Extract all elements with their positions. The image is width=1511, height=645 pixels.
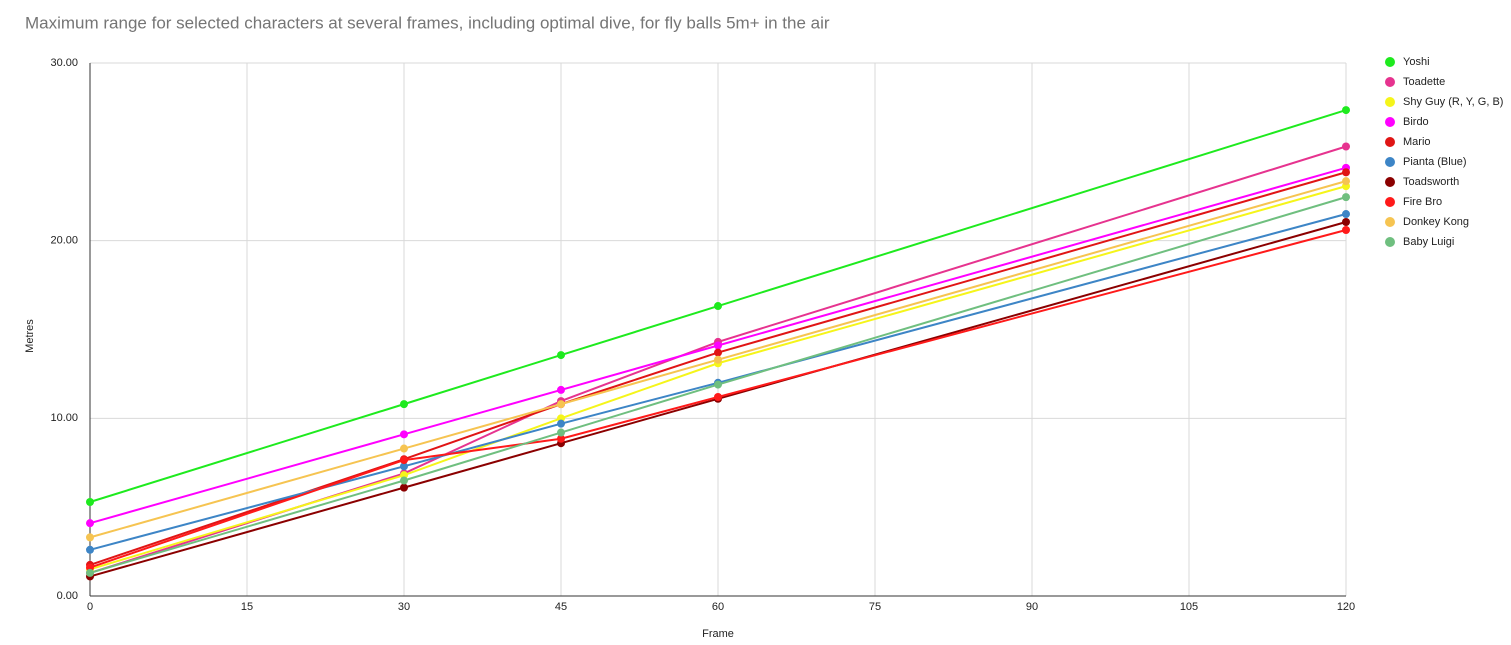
data-point <box>400 430 408 439</box>
y-tick-label: 20.00 <box>50 235 78 247</box>
x-tick-label: 45 <box>555 601 567 613</box>
legend-marker <box>1385 117 1395 127</box>
y-tick-label: 0.00 <box>57 590 78 602</box>
x-tick-label: 30 <box>398 601 410 613</box>
data-point <box>714 380 722 389</box>
data-point <box>1342 168 1350 177</box>
legend-marker <box>1385 237 1395 247</box>
data-point <box>86 498 94 507</box>
legend-marker <box>1385 137 1395 147</box>
data-point <box>86 545 94 554</box>
data-point <box>400 400 408 409</box>
data-point <box>557 400 565 409</box>
data-point <box>557 419 565 428</box>
data-point <box>714 355 722 364</box>
chart-title: Maximum range for selected characters at… <box>25 13 830 32</box>
data-point <box>86 519 94 528</box>
data-point <box>714 348 722 357</box>
x-tick-label: 105 <box>1180 601 1198 613</box>
data-point <box>714 393 722 402</box>
legend-label: Mario <box>1403 136 1431 148</box>
legend-label: Birdo <box>1403 116 1429 128</box>
data-point <box>400 444 408 453</box>
data-point <box>1342 106 1350 115</box>
legend-marker <box>1385 197 1395 207</box>
legend-marker <box>1385 157 1395 167</box>
data-point <box>86 533 94 542</box>
data-point <box>557 434 565 443</box>
data-point <box>1342 218 1350 227</box>
data-point <box>400 483 408 492</box>
data-point <box>1342 210 1350 219</box>
x-tick-label: 90 <box>1026 601 1038 613</box>
data-point <box>557 428 565 437</box>
legend-marker <box>1385 77 1395 87</box>
legend-label: Pianta (Blue) <box>1403 156 1467 168</box>
legend-label: Donkey Kong <box>1403 216 1469 228</box>
data-point <box>400 476 408 485</box>
x-tick-label: 0 <box>87 601 93 613</box>
data-point <box>1342 193 1350 202</box>
x-axis-label: Frame <box>702 628 734 640</box>
legend-marker <box>1385 57 1395 67</box>
y-axis-label: Metres <box>24 319 36 353</box>
data-point <box>714 341 722 350</box>
legend-label: Baby Luigi <box>1403 236 1454 248</box>
data-point <box>557 385 565 394</box>
data-point <box>557 351 565 360</box>
legend-marker <box>1385 217 1395 227</box>
data-point <box>86 568 94 577</box>
data-point <box>1342 226 1350 235</box>
legend-marker <box>1385 177 1395 187</box>
data-point <box>400 462 408 471</box>
data-point <box>714 302 722 311</box>
legend-label: Toadette <box>1403 76 1445 88</box>
legend-label: Yoshi <box>1403 56 1430 68</box>
x-tick-label: 15 <box>241 601 253 613</box>
x-tick-label: 120 <box>1337 601 1355 613</box>
legend-label: Shy Guy (R, Y, G, B) <box>1403 96 1503 108</box>
legend-marker <box>1385 97 1395 107</box>
data-point <box>400 456 408 465</box>
data-point <box>1342 142 1350 151</box>
legend-label: Toadsworth <box>1403 176 1459 188</box>
y-tick-label: 30.00 <box>50 57 78 69</box>
y-tick-label: 10.00 <box>50 412 78 424</box>
x-tick-label: 75 <box>869 601 881 613</box>
x-tick-label: 60 <box>712 601 724 613</box>
data-point <box>1342 177 1350 186</box>
legend-label: Fire Bro <box>1403 196 1442 208</box>
